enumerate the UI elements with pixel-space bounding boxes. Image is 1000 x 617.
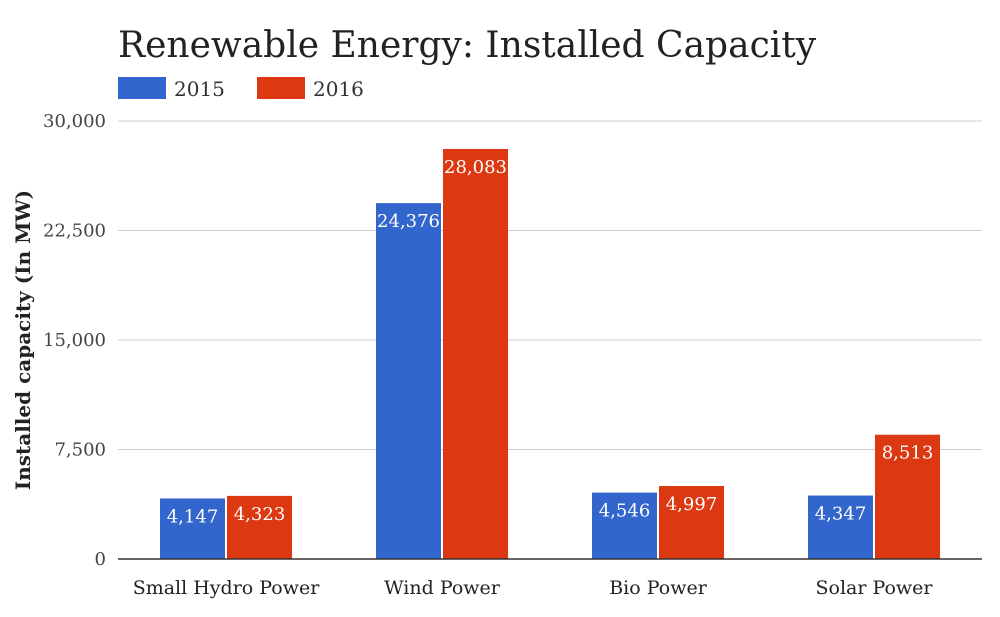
bar-2015-0 <box>160 498 225 559</box>
legend-label-2016: 2016 <box>313 77 364 101</box>
data-label-2016-3: 8,513 <box>882 443 934 464</box>
data-label-2016-1: 28,083 <box>444 157 507 178</box>
bars <box>160 148 940 559</box>
x-axis-categories: Small Hydro Power Wind Power Bio Power Sola… <box>133 577 934 599</box>
y-tick-label: 30,000 <box>43 111 106 132</box>
bar-2015-1 <box>376 203 441 559</box>
legend-swatch-2016 <box>257 77 305 99</box>
y-tick-label: 15,000 <box>43 330 106 351</box>
data-labels: 4,147 4,323 24,376 28,083 4,546 4,997 4,347 8,5… <box>167 157 934 527</box>
legend-swatch-2015 <box>118 77 166 99</box>
legend-label-2015: 2015 <box>174 77 225 101</box>
bar-2015-3 <box>808 495 873 559</box>
x-category-label: Wind Power <box>384 577 501 599</box>
bar-2016-0 <box>227 495 292 559</box>
data-label-2016-0: 4,323 <box>234 504 286 525</box>
data-label-2016-2: 4,997 <box>666 494 718 515</box>
bar-2016-3 <box>875 434 940 559</box>
y-axis-label: Installed capacity (In MW) <box>11 190 35 490</box>
y-tick-label: 7,500 <box>54 440 106 461</box>
data-label-2015-2: 4,546 <box>599 501 651 522</box>
x-category-label: Solar Power <box>815 577 933 599</box>
gridlines <box>118 120 982 450</box>
data-label-2015-3: 4,347 <box>815 504 867 525</box>
x-category-label: Small Hydro Power <box>133 577 321 599</box>
bar-2016-2 <box>659 486 724 559</box>
bar-2016-1 <box>443 148 508 559</box>
y-axis-ticks: 0 7,500 15,000 22,500 30,000 <box>43 111 106 570</box>
y-tick-label: 22,500 <box>43 221 106 242</box>
data-label-2015-1: 24,376 <box>377 211 440 232</box>
y-tick-label: 0 <box>95 549 106 570</box>
data-label-2015-0: 4,147 <box>167 506 219 527</box>
bar-2015-2 <box>592 492 657 559</box>
x-category-label: Bio Power <box>609 577 707 599</box>
legend: 2015 2016 <box>118 77 364 101</box>
chart-title: Renewable Energy: Installed Capacity <box>118 25 817 66</box>
